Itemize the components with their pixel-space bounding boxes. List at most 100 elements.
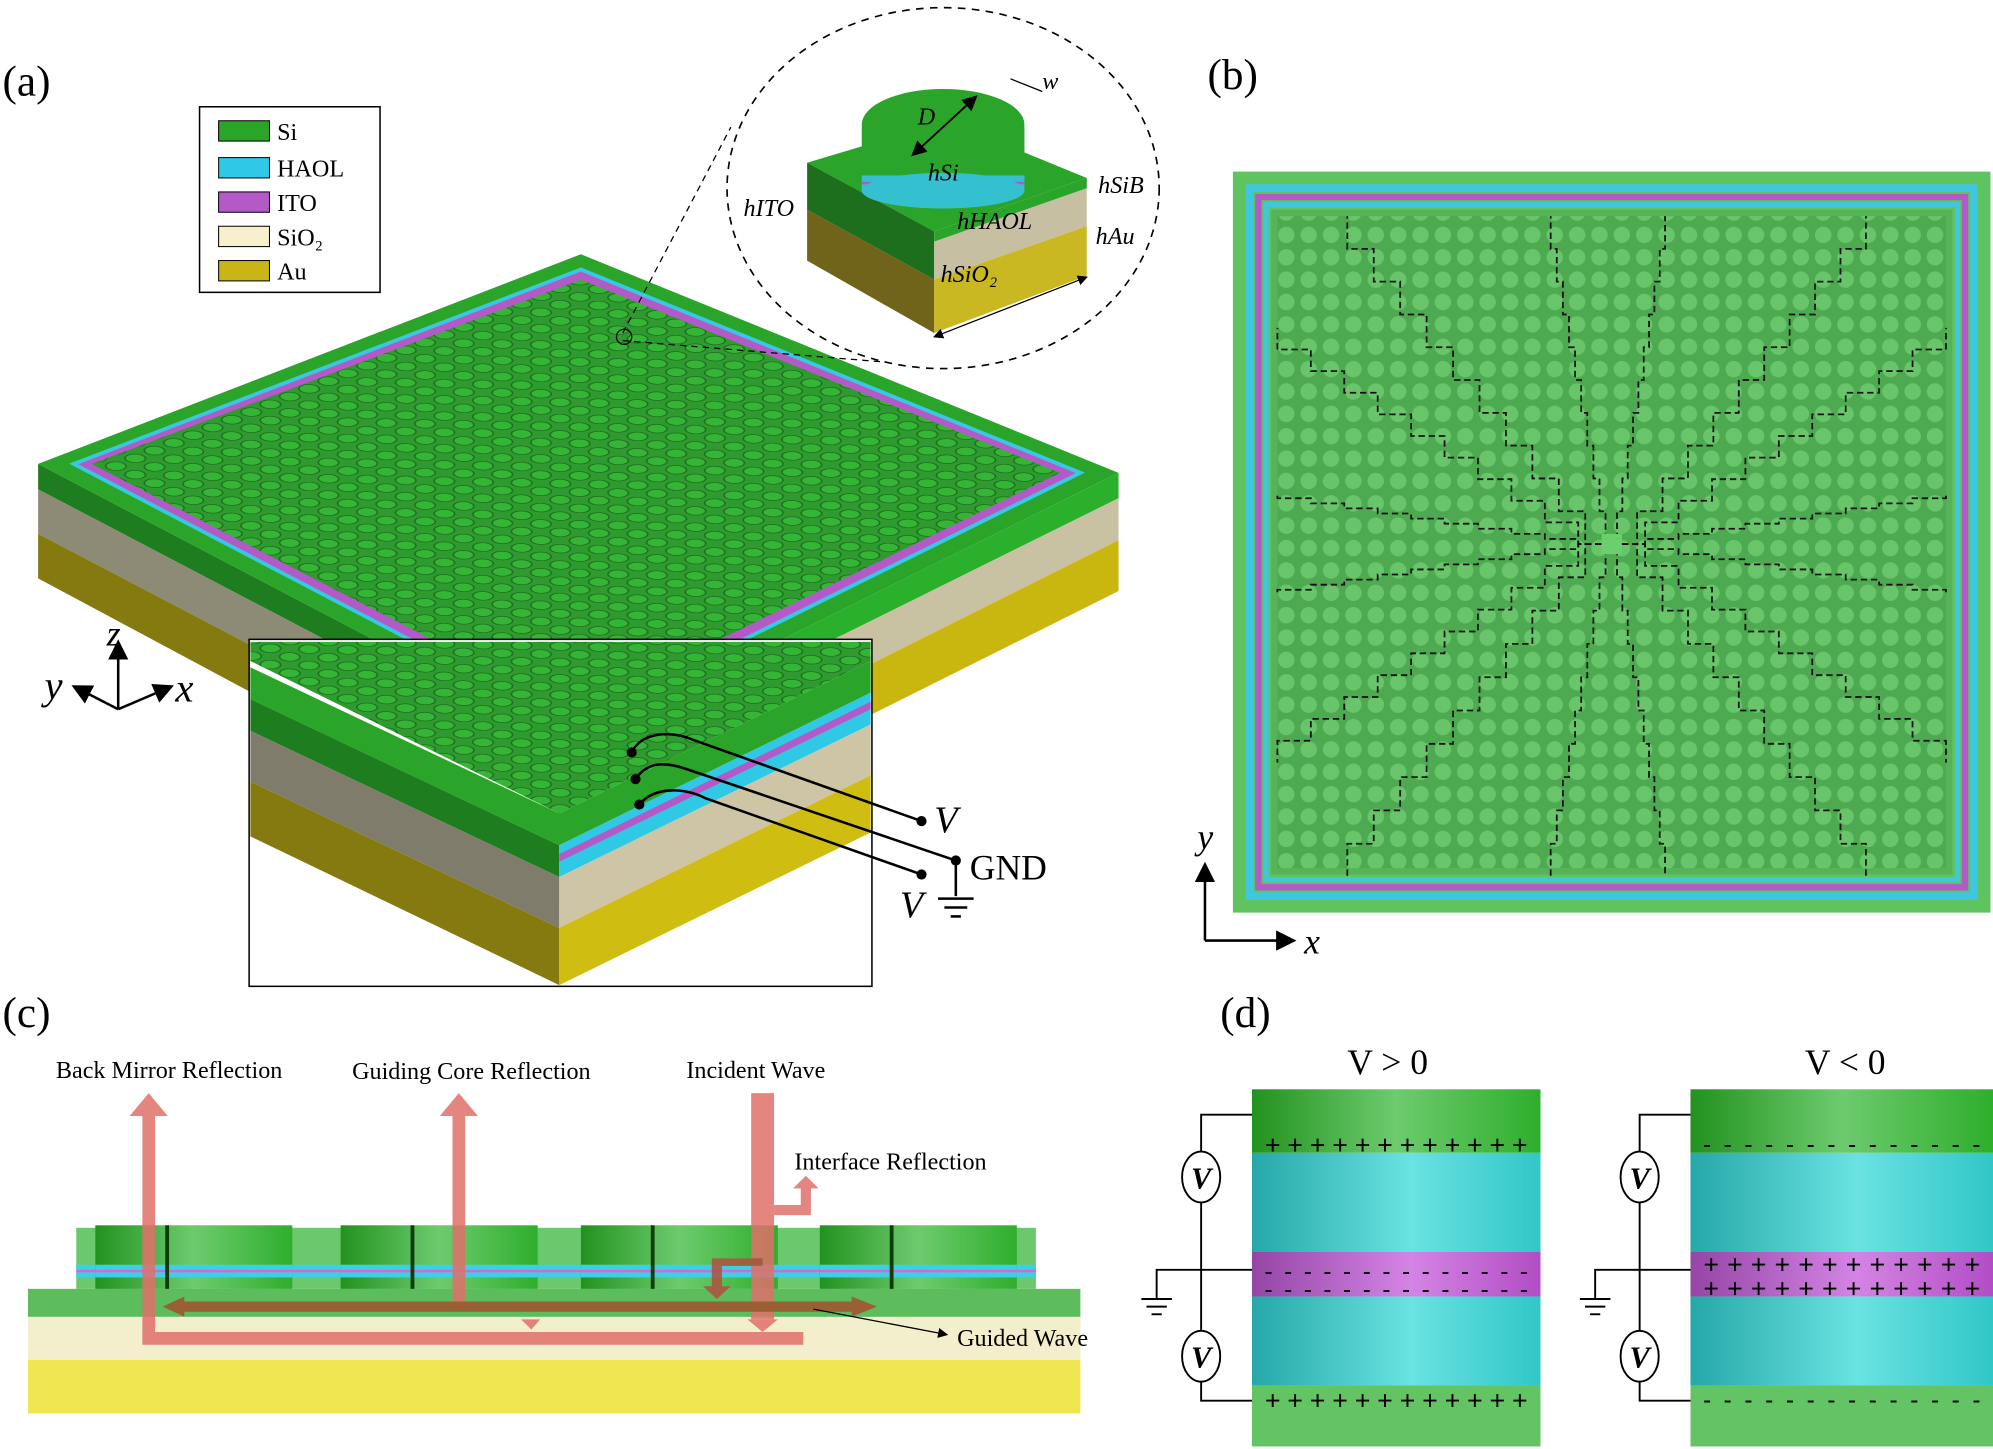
pillar-gap xyxy=(889,1225,894,1289)
legend-si: Si xyxy=(277,119,297,146)
electrode-line xyxy=(1276,543,1612,595)
electrode-line xyxy=(1611,216,1867,545)
pillar-gap xyxy=(650,1225,655,1289)
ito-layer xyxy=(1251,1251,1541,1297)
electrode-lines xyxy=(1276,216,1947,878)
title-v-positive: V > 0 xyxy=(1347,1042,1428,1082)
haol-top xyxy=(1251,1152,1541,1252)
electrode-line xyxy=(1611,543,1947,595)
voltmeter-label: V xyxy=(1629,1341,1652,1375)
voltmeter-icon xyxy=(1181,1150,1222,1204)
si-bottom xyxy=(1251,1385,1541,1447)
label-incident: Incident Wave xyxy=(686,1057,825,1084)
label-guiding-core: Guiding Core Reflection xyxy=(352,1058,591,1085)
panel-label-b: (b) xyxy=(1207,51,1257,99)
diameter-label: D xyxy=(917,104,936,131)
pillar-ito xyxy=(819,1269,1017,1273)
pillar-ito xyxy=(580,1269,778,1273)
wave-arrows xyxy=(129,1093,878,1345)
voltmeter-label: V xyxy=(1191,1161,1214,1195)
negative-charges: - - - - - - - - - - - - - - xyxy=(1265,1259,1528,1284)
voltmeter-icon xyxy=(1181,1329,1222,1383)
pillar xyxy=(580,1225,778,1289)
positive-charges: + + + + + + + + + + + + xyxy=(1703,1274,1980,1305)
si-bottom xyxy=(1690,1385,1993,1447)
positive-charges: + + + + + + + + + + + + xyxy=(1265,1386,1528,1417)
axis-b-y-label: y xyxy=(1194,817,1213,857)
h-haol-label: hHAOL xyxy=(957,208,1032,235)
haol-bottom xyxy=(1690,1296,1993,1386)
ground-wire xyxy=(1594,1268,1691,1300)
legend-haol: HAOL xyxy=(277,156,344,183)
label-guided: Guided Wave xyxy=(957,1325,1088,1352)
circuit-wire xyxy=(1638,1113,1691,1402)
voltmeter-label: V xyxy=(1191,1341,1214,1375)
label-back-mirror: Back Mirror Reflection xyxy=(56,1057,282,1084)
voltage-label-2: V xyxy=(900,885,927,927)
axis-b-x-label: x xyxy=(1303,921,1320,961)
positive-charges: + + + + + + + + + + + + xyxy=(1703,1250,1980,1281)
panel-label-c: (c) xyxy=(3,989,51,1037)
edge-inset xyxy=(248,638,974,988)
electrode-line xyxy=(1611,543,1947,763)
h-sib-label: hSiB xyxy=(1098,172,1144,199)
electrode-line xyxy=(1346,216,1612,545)
electrode-line xyxy=(1549,216,1612,545)
pillar-ito xyxy=(340,1269,538,1273)
label-interface: Interface Reflection xyxy=(794,1148,986,1175)
charge-stacks: + + + + + + + + + + + + - - - - - - - - -… xyxy=(1141,1089,1993,1447)
electrode-line xyxy=(1611,543,1666,878)
pillar xyxy=(95,1225,293,1289)
electrode-line xyxy=(1611,543,1867,878)
unit-cell-callout: D w hSi hSiB hITO hHAOL hAu hSiO₂ xyxy=(615,6,1161,370)
h-ito-label: hITO xyxy=(744,195,795,222)
pillar xyxy=(340,1225,538,1289)
h-au-label: hAu xyxy=(1096,223,1135,250)
negative-charges: - - - - - - - - - - - - - - xyxy=(1703,1387,1980,1412)
voltmeter-icon xyxy=(1619,1329,1660,1383)
pillar-ito xyxy=(95,1269,293,1273)
axes-a xyxy=(71,639,174,711)
pillar-gap xyxy=(410,1225,415,1289)
si-top xyxy=(1690,1089,1993,1153)
voltmeter-label: V xyxy=(1629,1161,1652,1195)
ground-wire xyxy=(1155,1268,1252,1300)
pillar-gap xyxy=(165,1225,170,1289)
positive-charges: + + + + + + + + + + + + xyxy=(1265,1130,1528,1161)
negative-charges: - - - - - - - - - - - - - - xyxy=(1265,1276,1528,1301)
electrode-line xyxy=(1276,493,1612,545)
title-v-negative: V < 0 xyxy=(1805,1042,1886,1082)
h-si-label: hSi xyxy=(928,159,959,186)
negative-charges: - - - - - - - - - - - - - - xyxy=(1703,1132,1980,1157)
legend: Si HAOL ITO SiO₂ Au xyxy=(198,106,381,294)
electrode-line xyxy=(1276,543,1612,763)
electrode-line xyxy=(1276,327,1612,545)
legend-sio2: SiO₂ xyxy=(277,224,323,251)
panel-label-d: (d) xyxy=(1220,989,1270,1037)
electrode-line xyxy=(1611,216,1666,545)
center-pad xyxy=(1601,533,1622,555)
voltage-label-1: V xyxy=(934,800,961,842)
axis-x-label: x xyxy=(174,666,193,711)
electrode-line xyxy=(1611,493,1947,545)
panel-label-a: (a) xyxy=(3,57,51,105)
legend-au: Au xyxy=(277,259,307,286)
width-label: w xyxy=(1042,68,1058,95)
h-sio2-label: hSiO₂ xyxy=(941,261,998,288)
circuit-wire xyxy=(1200,1113,1252,1402)
axes-b xyxy=(1194,861,1297,951)
guided-wave-pointer xyxy=(813,1308,949,1338)
top-view xyxy=(1232,171,1991,913)
axis-z-label: z xyxy=(106,614,121,654)
electrode-line xyxy=(1611,327,1947,545)
si-top xyxy=(1251,1089,1541,1153)
cross-section xyxy=(27,1225,1081,1414)
legend-ito: ITO xyxy=(277,190,317,217)
haol-bottom xyxy=(1251,1296,1541,1386)
electrode-line xyxy=(1346,543,1612,878)
gnd-label: GND xyxy=(970,848,1047,888)
pillar xyxy=(819,1225,1017,1289)
ito-layer xyxy=(1690,1251,1993,1297)
axis-y-label: y xyxy=(40,663,63,708)
